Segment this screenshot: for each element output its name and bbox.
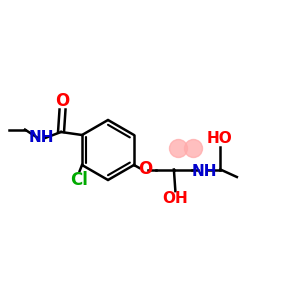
Text: NH: NH xyxy=(29,130,54,146)
Text: Cl: Cl xyxy=(70,171,88,189)
Text: NH: NH xyxy=(192,164,218,179)
Circle shape xyxy=(169,140,188,158)
Text: HO: HO xyxy=(207,131,233,146)
Text: O: O xyxy=(56,92,70,110)
Text: O: O xyxy=(138,160,152,178)
Circle shape xyxy=(184,140,202,158)
Text: OH: OH xyxy=(163,191,188,206)
